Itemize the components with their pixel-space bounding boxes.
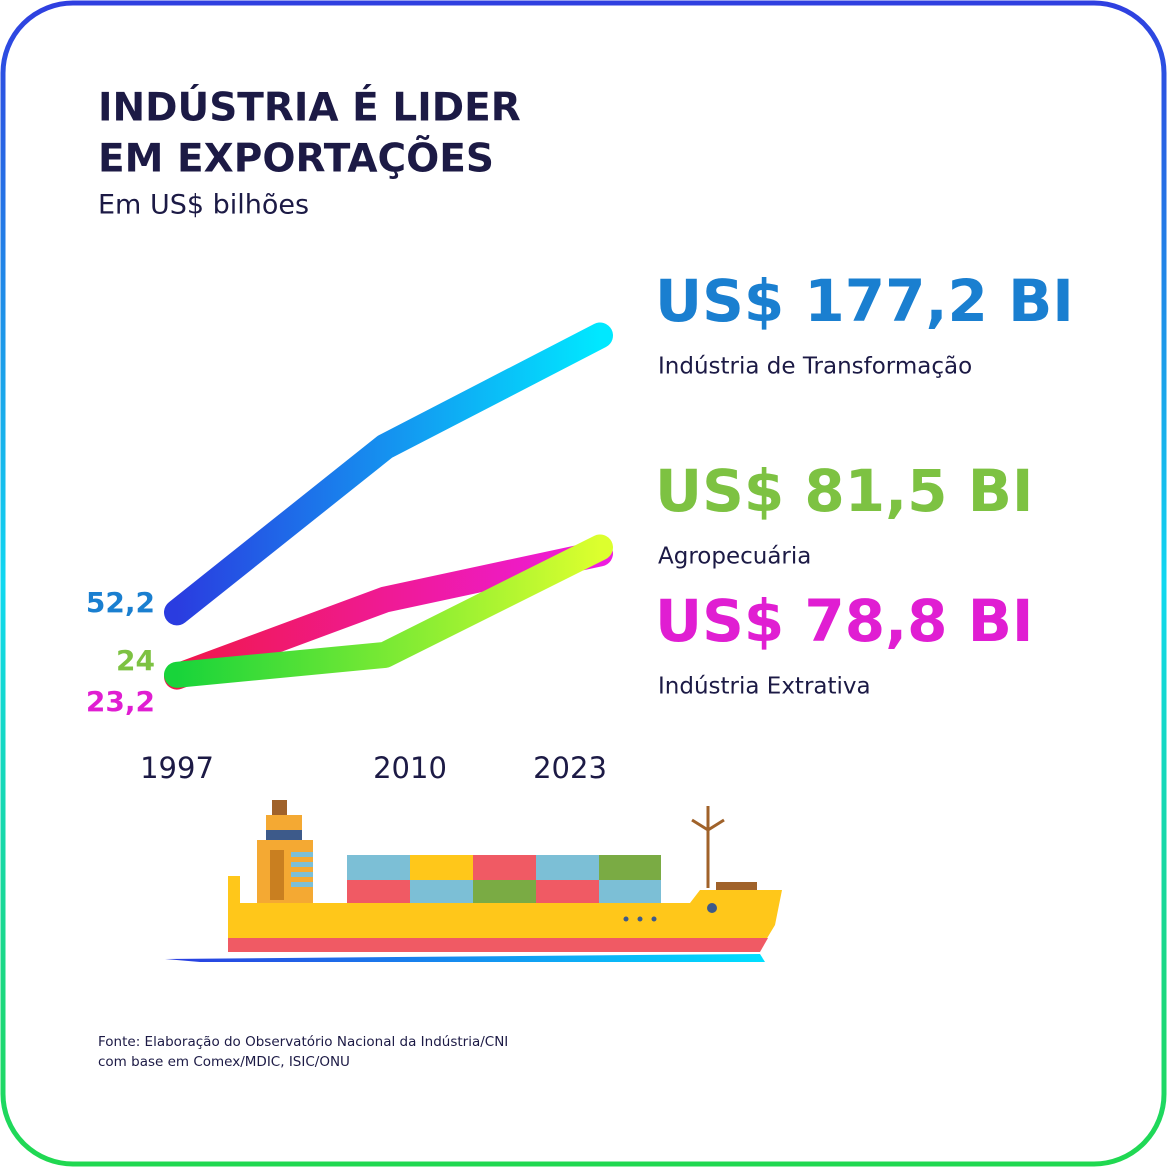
series-line: [164, 534, 613, 688]
start-value-label: 52,2: [86, 586, 155, 619]
end-value-label: US$ 78,8 BI: [655, 587, 1034, 655]
legend-label: Indústria Extrativa: [658, 674, 871, 700]
ship: [165, 800, 782, 962]
x-tick-label: 2010: [373, 751, 447, 785]
legend-label: Indústria de Transformação: [658, 354, 972, 380]
x-tick-label: 1997: [140, 751, 214, 785]
title-line: INDÚSTRIA É LIDER: [98, 84, 521, 131]
start-value-label: 23,2: [86, 685, 155, 718]
x-tick-label: 2023: [533, 751, 607, 785]
legend-label: Agropecuária: [658, 544, 811, 570]
title-line: EM EXPORTAÇÕES: [98, 135, 494, 182]
start-value-label: 24: [116, 644, 155, 677]
source-line: Fonte: Elaboração do Observatório Nacion…: [98, 1034, 508, 1050]
source-line: com base em Comex/MDIC, ISIC/ONU: [98, 1054, 350, 1070]
end-value-label: US$ 177,2 BI: [655, 267, 1074, 335]
series-line: [164, 322, 613, 626]
end-value-label: US$ 81,5 BI: [655, 457, 1034, 525]
subtitle: Em US$ bilhões: [98, 190, 309, 221]
